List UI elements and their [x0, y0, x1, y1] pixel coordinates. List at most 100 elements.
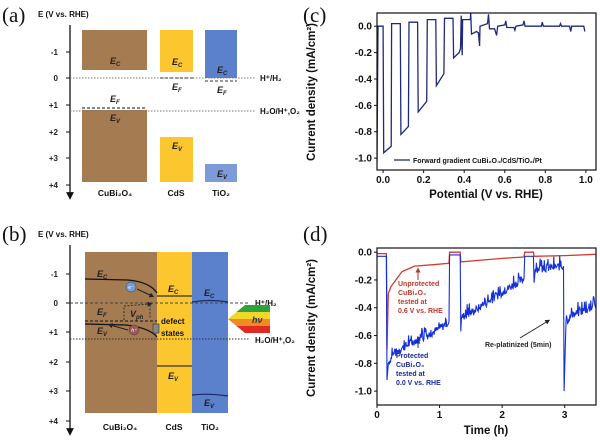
svg-text:0.0 V vs. RHE: 0.0 V vs. RHE — [396, 380, 441, 387]
y-tick-label: 0.0 — [358, 22, 372, 33]
y-tick-label: -1.0 — [355, 154, 373, 165]
svg-text:Protected: Protected — [396, 353, 428, 360]
tick-label: -1 — [51, 48, 59, 57]
svg-text:+3: +3 — [49, 387, 59, 396]
band-labels: EC EF EV EC EF EV EC EF EV — [110, 56, 228, 181]
electron — [125, 281, 137, 293]
svg-text:EV: EV — [97, 326, 108, 338]
material-label: CuBi₂O₄ — [103, 422, 137, 432]
y-axis-title: Current density (mA/cm²) — [306, 23, 318, 161]
svg-text:tested at: tested at — [398, 299, 427, 306]
panel-d-chart: (d) Time (h) Current density (mA/cm²) 0 1… — [303, 222, 597, 437]
panel-d-annotations: Unprotected CuBi₂O₄ tested at 0.6 V vs. … — [396, 267, 552, 387]
y-tick-label: -0.8 — [355, 359, 373, 370]
cubi2o4-valence-band — [82, 110, 147, 182]
cubi2o4-conduction-band — [82, 30, 147, 70]
material-label: CdS — [168, 188, 185, 198]
x-tick-label: 0.2 — [417, 175, 431, 186]
y-tick-label: 0.0 — [358, 248, 372, 259]
svg-text:EC: EC — [110, 56, 121, 68]
tick-label: +4 — [49, 181, 59, 190]
material-label: TiO₂ — [212, 188, 230, 198]
svg-text:h⁺: h⁺ — [131, 328, 137, 334]
panel-a: (a) E (V vs. RHE) -1 0 +1 +2 +3 +4 H⁺/H₂… — [2, 3, 300, 200]
y-tick-label: -0.4 — [355, 74, 373, 85]
cubi2o4-valence-edge — [84, 323, 158, 338]
defect-label: states — [161, 329, 185, 338]
material-label: CdS — [166, 422, 183, 432]
y-tick-label: -0.2 — [355, 275, 373, 286]
tio2-valence-band — [205, 164, 237, 182]
defect-states-marker — [152, 323, 160, 334]
svg-text:EF: EF — [217, 85, 227, 97]
tick-label: +3 — [49, 154, 59, 163]
cds-conduction-band — [160, 30, 193, 72]
tio2-conduction-edge — [191, 299, 229, 303]
svg-text:Unprotected: Unprotected — [398, 281, 439, 288]
material-label: TiO₂ — [201, 422, 219, 432]
svg-text:EC: EC — [204, 288, 215, 300]
y-tick-label: -0.6 — [355, 331, 373, 342]
panel-label: (c) — [303, 3, 326, 27]
panel-label: (b) — [2, 222, 27, 246]
svg-text:0.6 V vs. RHE: 0.6 V vs. RHE — [398, 308, 443, 315]
light-label: hν — [252, 315, 263, 325]
svg-text:0: 0 — [54, 299, 59, 308]
axis-ticks: -1 0 +1 +2 +3 +4 — [49, 270, 70, 426]
svg-text:EC: EC — [217, 65, 228, 77]
panel-b: (b) E (V vs. RHE) -1 0 +1 +2 +3 +4 H⁺/H₂… — [2, 222, 295, 436]
x-tick-label: 0 — [374, 410, 380, 421]
svg-text:CuBi₂O₄: CuBi₂O₄ — [398, 290, 426, 297]
cubi2o4-layer — [85, 252, 157, 413]
svg-text:Re-platinized (5min): Re-platinized (5min) — [485, 342, 552, 349]
redox-label: H⁺/H₂ — [255, 299, 277, 308]
panel-label: (d) — [303, 222, 328, 246]
cubi2o4-conduction-edge — [84, 278, 158, 294]
tick-label: +2 — [49, 128, 59, 137]
x-tick-label: 0.6 — [498, 175, 512, 186]
defect-label: defect — [161, 317, 185, 326]
photovoltage-indicator — [123, 301, 153, 320]
panel-c-chart: (c) Potential (V vs. RHE) Current densit… — [303, 3, 597, 201]
panel-label: (a) — [2, 3, 25, 27]
electron-transfer-arrow — [136, 288, 155, 298]
x-tick-label: 0.0 — [376, 175, 390, 186]
axis-title: E (V vs. RHE) — [38, 10, 89, 19]
hole — [128, 324, 140, 336]
x-axis-title: Time (h) — [464, 425, 509, 437]
y-tick-label: -0.8 — [355, 127, 373, 138]
plot-frame — [376, 12, 597, 171]
svg-text:EV: EV — [172, 141, 183, 153]
svg-text:Vph: Vph — [130, 309, 144, 321]
light-arrow-icon — [228, 305, 270, 333]
svg-text:EC: EC — [97, 269, 108, 281]
tick-label: 0 — [54, 74, 59, 83]
svg-text:EV: EV — [204, 398, 215, 410]
series-line-forward — [377, 13, 586, 163]
tio2-valence-edge — [191, 393, 229, 397]
svg-text:EF: EF — [97, 307, 107, 319]
y-axis-title: Current density (mA/cm²) — [306, 259, 318, 397]
x-tick-label: 2 — [499, 410, 505, 421]
axis-title: E (V vs. RHE) — [38, 230, 89, 239]
hole-transfer-arrow — [107, 323, 129, 331]
x-tick-label: 0.4 — [457, 175, 471, 186]
svg-text:+4: +4 — [49, 417, 59, 426]
svg-text:+1: +1 — [49, 328, 59, 337]
y-tick-label: -0.2 — [355, 48, 373, 59]
redox-label: H⁺/H₂ — [260, 74, 282, 83]
y-tick-label: -0.4 — [355, 303, 373, 314]
band-labels: EC EF EV EC EV EC EV — [97, 269, 215, 410]
tio2-layer — [192, 252, 228, 413]
redox-label: H₂O/H⁺,O₂ — [260, 107, 300, 116]
svg-text:-1: -1 — [51, 270, 59, 279]
redox-label: H₂O/H⁺,O₂ — [255, 336, 295, 345]
svg-text:+2: +2 — [49, 358, 59, 367]
material-label: CuBi₂O₄ — [98, 188, 132, 198]
tick-label: +1 — [49, 101, 59, 110]
x-tick-label: 1.0 — [579, 175, 593, 186]
svg-text:EC: EC — [168, 284, 179, 296]
x-tick-label: 3 — [562, 410, 568, 421]
svg-text:EF: EF — [110, 94, 120, 106]
